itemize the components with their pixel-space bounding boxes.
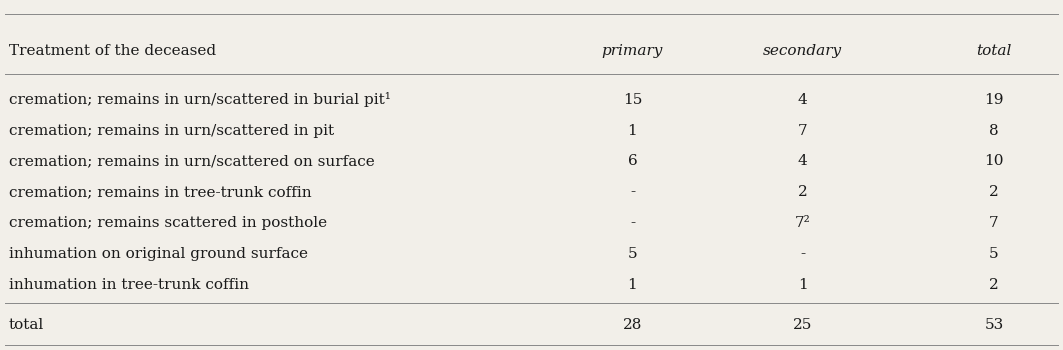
Text: 5: 5 <box>627 247 638 261</box>
Text: Treatment of the deceased: Treatment of the deceased <box>9 44 216 58</box>
Text: 5: 5 <box>989 247 999 261</box>
Text: primary: primary <box>602 44 663 58</box>
Text: 10: 10 <box>984 154 1003 168</box>
Text: 7²: 7² <box>795 216 810 230</box>
Text: 7: 7 <box>989 216 999 230</box>
Text: 15: 15 <box>623 93 642 107</box>
Text: 53: 53 <box>984 318 1003 332</box>
Text: 1: 1 <box>627 278 638 292</box>
Text: total: total <box>976 44 1012 58</box>
Text: 8: 8 <box>989 124 999 138</box>
Text: cremation; remains in tree-trunk coffin: cremation; remains in tree-trunk coffin <box>9 185 311 199</box>
Text: 2: 2 <box>989 185 999 199</box>
Text: 28: 28 <box>623 318 642 332</box>
Text: 4: 4 <box>797 93 808 107</box>
Text: 1: 1 <box>797 278 808 292</box>
Text: 6: 6 <box>627 154 638 168</box>
Text: -: - <box>630 185 635 199</box>
Text: cremation; remains in urn/scattered in burial pit¹: cremation; remains in urn/scattered in b… <box>9 92 390 107</box>
Text: 2: 2 <box>797 185 808 199</box>
Text: total: total <box>9 318 44 332</box>
Text: secondary: secondary <box>763 44 842 58</box>
Text: 19: 19 <box>984 93 1003 107</box>
Text: inhumation on original ground surface: inhumation on original ground surface <box>9 247 307 261</box>
Text: cremation; remains in urn/scattered in pit: cremation; remains in urn/scattered in p… <box>9 124 334 138</box>
Text: cremation; remains scattered in posthole: cremation; remains scattered in posthole <box>9 216 326 230</box>
Text: 1: 1 <box>627 124 638 138</box>
Text: 2: 2 <box>989 278 999 292</box>
Text: -: - <box>630 216 635 230</box>
Text: 25: 25 <box>793 318 812 332</box>
Text: inhumation in tree-trunk coffin: inhumation in tree-trunk coffin <box>9 278 249 292</box>
Text: cremation; remains in urn/scattered on surface: cremation; remains in urn/scattered on s… <box>9 154 374 168</box>
Text: 7: 7 <box>797 124 808 138</box>
Text: -: - <box>800 247 805 261</box>
Text: 4: 4 <box>797 154 808 168</box>
